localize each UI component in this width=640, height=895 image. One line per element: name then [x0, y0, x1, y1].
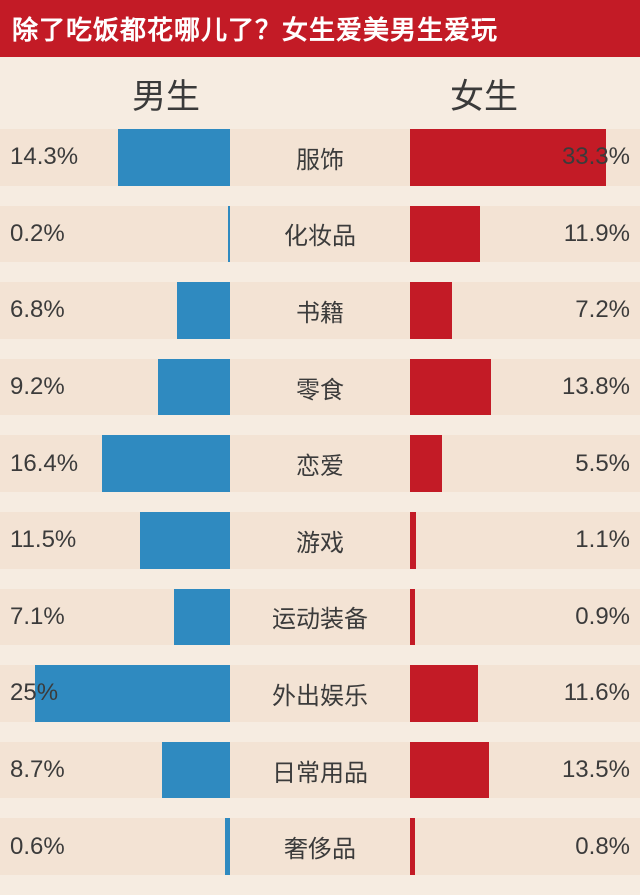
male-value: 11.5%	[0, 526, 86, 554]
male-cell: 25%	[0, 665, 230, 722]
male-cell: 9.2%	[0, 359, 230, 416]
category-label: 服饰	[230, 129, 410, 186]
female-value: 11.6%	[554, 679, 640, 707]
category-label: 化妆品	[230, 206, 410, 263]
male-bar	[140, 512, 230, 569]
female-cell: 13.8%	[410, 359, 640, 416]
female-value: 13.8%	[552, 373, 640, 401]
female-value: 0.8%	[565, 833, 640, 861]
category-label: 日常用品	[230, 742, 410, 799]
male-bar	[228, 206, 230, 263]
chart-row: 9.2% 零食 13.8%	[0, 359, 640, 416]
female-value: 5.5%	[565, 450, 640, 478]
male-cell: 8.7%	[0, 742, 230, 799]
female-value: 1.1%	[565, 526, 640, 554]
female-value: 33.3%	[552, 143, 640, 171]
chart-row: 8.7% 日常用品 13.5%	[0, 742, 640, 799]
category-label: 恋爱	[230, 435, 410, 492]
female-value: 11.9%	[554, 220, 640, 248]
chart-row: 11.5% 游戏 1.1%	[0, 512, 640, 569]
male-value: 9.2%	[0, 373, 75, 401]
chart-row: 7.1% 运动装备 0.9%	[0, 589, 640, 646]
male-cell: 0.6%	[0, 818, 230, 875]
male-cell: 11.5%	[0, 512, 230, 569]
chart-title: 除了吃饭都花哪儿了？女生爱美男生爱玩	[0, 0, 640, 57]
diverging-bar-chart: 除了吃饭都花哪儿了？女生爱美男生爱玩 男生 女生 14.3% 服饰 33.3% 0.2…	[0, 0, 640, 895]
female-bar	[410, 282, 452, 339]
female-bar	[410, 589, 415, 646]
male-bar	[102, 435, 230, 492]
male-value: 14.3%	[0, 143, 88, 171]
male-cell: 6.8%	[0, 282, 230, 339]
female-bar	[410, 435, 442, 492]
female-cell: 0.9%	[410, 589, 640, 646]
male-value: 0.2%	[0, 220, 75, 248]
female-value: 0.9%	[565, 603, 640, 631]
male-value: 0.6%	[0, 833, 75, 861]
male-bar	[162, 742, 230, 799]
male-value: 8.7%	[0, 756, 75, 784]
category-label: 奢侈品	[230, 818, 410, 875]
male-bar	[158, 359, 230, 416]
female-cell: 5.5%	[410, 435, 640, 492]
category-label: 游戏	[230, 512, 410, 569]
column-headers: 男生 女生	[0, 57, 640, 129]
male-cell: 0.2%	[0, 206, 230, 263]
category-label: 书籍	[230, 282, 410, 339]
female-value: 7.2%	[565, 296, 640, 324]
chart-row: 0.2% 化妆品 11.9%	[0, 206, 640, 263]
female-bar	[410, 512, 416, 569]
male-bar	[225, 818, 230, 875]
female-cell: 1.1%	[410, 512, 640, 569]
male-bar	[174, 589, 230, 646]
chart-rows: 14.3% 服饰 33.3% 0.2% 化妆品 11.9% 6.8% 书籍 7.2% 9.2% 零食…	[0, 129, 640, 895]
header-male: 男生	[132, 78, 200, 116]
female-cell: 7.2%	[410, 282, 640, 339]
chart-row: 6.8% 书籍 7.2%	[0, 282, 640, 339]
category-label: 外出娱乐	[230, 665, 410, 722]
male-bar	[177, 282, 230, 339]
male-value: 6.8%	[0, 296, 75, 324]
category-label: 运动装备	[230, 589, 410, 646]
male-value: 25%	[0, 679, 68, 707]
female-bar	[410, 206, 480, 263]
chart-row: 25% 外出娱乐 11.6%	[0, 665, 640, 722]
female-bar	[410, 742, 489, 799]
female-bar	[410, 818, 415, 875]
chart-row: 0.6% 奢侈品 0.8%	[0, 818, 640, 875]
category-label: 零食	[230, 359, 410, 416]
female-cell: 0.8%	[410, 818, 640, 875]
male-cell: 16.4%	[0, 435, 230, 492]
female-value: 13.5%	[552, 756, 640, 784]
female-cell: 11.6%	[410, 665, 640, 722]
male-value: 7.1%	[0, 603, 75, 631]
male-bar	[118, 129, 230, 186]
female-bar	[410, 665, 478, 722]
female-cell: 13.5%	[410, 742, 640, 799]
male-value: 16.4%	[0, 450, 88, 478]
male-cell: 7.1%	[0, 589, 230, 646]
chart-row: 16.4% 恋爱 5.5%	[0, 435, 640, 492]
header-female: 女生	[450, 78, 518, 116]
female-cell: 11.9%	[410, 206, 640, 263]
chart-row: 14.3% 服饰 33.3%	[0, 129, 640, 186]
male-cell: 14.3%	[0, 129, 230, 186]
female-cell: 33.3%	[410, 129, 640, 186]
female-bar	[410, 359, 491, 416]
